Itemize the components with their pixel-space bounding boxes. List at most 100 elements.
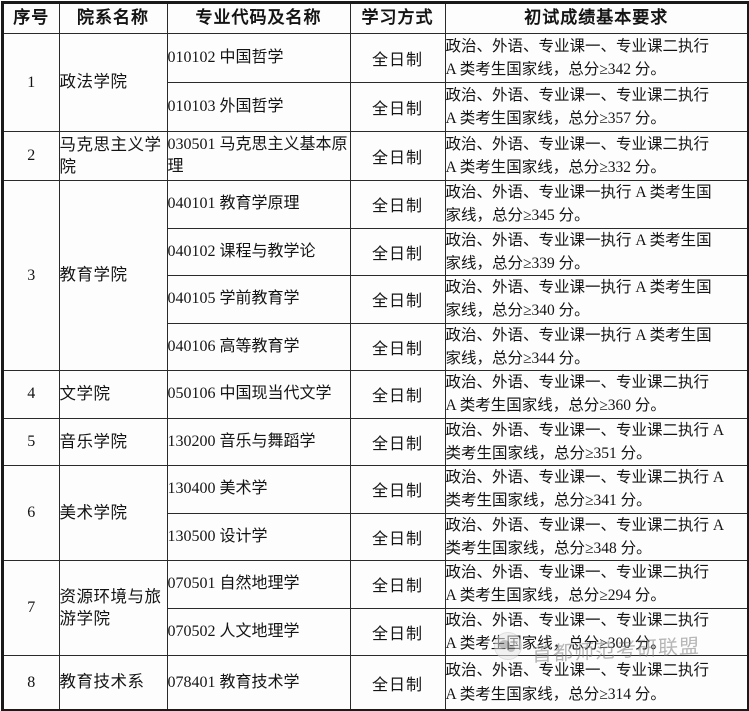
requirement-line: 政治、外语、专业课一、专业课二执行 A [445,421,725,439]
cell-mode: 全日制 [349,465,446,514]
column-header-dept: 院系名称 [58,2,168,34]
cell-major: 130400 美术学 [166,465,351,514]
cell-dept: 美术学院 [58,465,168,561]
table-row: 5 音乐学院 130200 音乐与舞蹈学 全日制 政治、外语、专业课一、专业课二… [2,417,749,466]
requirement-line: 政治、外语、专业课一执行 A 类考生国 [445,279,712,296]
requirement-line: A 类考生国家线，总分≥294 分。 [445,587,666,605]
column-header-req: 初试成绩基本要求 [444,2,749,34]
cell-mode: 全日制 [349,180,446,229]
cell-seq: 4 [2,370,60,419]
requirement-line: 政治、外语、专业课一执行 A 类考生国 [445,231,712,249]
cell-seq: 6 [2,465,60,561]
cell-requirement: 政治、外语、专业课一、专业课二执行 A 类考生国家线，总分≥300 分。 [444,607,749,656]
cell-major: 040101 教育学原理 [166,180,351,229]
cell-major: 040106 高等教育学 [166,322,351,371]
cell-mode: 全日制 [349,131,446,181]
cell-mode: 全日制 [349,512,446,561]
requirement-line: 家线，总分≥339 分。 [445,254,590,272]
table-row: 2 马克思主义学院 030501 马克思主义基本原理 全日制 政治、外语、专业课… [2,131,749,181]
cell-dept: 音乐学院 [58,417,168,466]
cell-mode: 全日制 [349,322,446,371]
requirement-line: 政治、外语、专业课一、专业课二执行 A [445,516,725,534]
cell-major: 040105 学前教育学 [166,275,351,324]
column-header-major: 专业代码及名称 [166,2,351,34]
cell-requirement: 政治、外语、专业课一、专业课二执行 A 类考生国家线，总分≥342 分。 [444,33,749,83]
requirement-line: A 类考生国家线，总分≥332 分。 [445,159,666,176]
requirement-line: 政治、外语、专业课一、专业课二执行 [445,86,710,104]
cell-requirement: 政治、外语、专业课一执行 A 类考生国 家线，总分≥344 分。 [444,322,749,371]
cell-mode: 全日制 [349,275,446,324]
cell-mode: 全日制 [349,607,446,656]
requirement-line: 家线，总分≥345 分。 [445,207,590,225]
cell-major: 050106 中国现当代文学 [166,370,351,419]
requirement-line: A 类考生国家线，总分≥300 分。 [445,634,666,652]
requirement-line: 政治、外语、专业课一、专业课二执行 [445,37,710,55]
cell-dept: 教育学院 [58,180,168,371]
cell-major: 010102 中国哲学 [166,33,351,83]
cell-major: 070502 人文地理学 [166,607,351,656]
table-header: 序号 院系名称 专业代码及名称 学习方式 初试成绩基本要求 [2,2,749,34]
cell-requirement: 政治、外语、专业课一、专业课二执行 A 类考生国家线，总分≥357 分。 [444,82,749,132]
cell-mode: 全日制 [349,82,446,132]
requirement-line: 政治、外语、专业课一、专业课二执行 [445,135,710,153]
table-row: 3 教育学院 040101 教育学原理 全日制 政治、外语、专业课一执行 A 类… [2,180,749,371]
header-row: 序号 院系名称 专业代码及名称 学习方式 初试成绩基本要求 [2,2,749,34]
table-row: 1 政法学院 010102 中国哲学 全日制 政治、外语、专业课一、专业课二执行… [2,33,749,132]
requirement-line: 家线，总分≥340 分。 [445,302,590,320]
requirement-line: A 类考生国家线，总分≥314 分。 [445,685,666,703]
table-row: 7 资源环境与旅游学院 070501 自然地理学 全日制 政治、外语、专业课一、… [2,560,749,656]
cell-seq: 3 [2,180,60,371]
cell-seq: 1 [2,33,60,132]
table-row: 040106 高等教育学 全日制 政治、外语、专业课一执行 A 类考生国 家线，… [3,322,749,371]
cell-major: 040102 课程与教学论 [166,227,351,276]
cell-mode: 全日制 [349,370,446,419]
table-row: 040105 学前教育学 全日制 政治、外语、专业课一执行 A 类考生国 家线，… [3,275,749,324]
cell-requirement: 政治、外语、专业课一、专业课二执行 A 类考生国家线，总分≥294 分。 [444,560,749,609]
column-header-seq: 序号 [2,2,60,34]
requirement-line: 类考生国家线，总分≥341 分。 [445,492,652,510]
cell-seq: 7 [2,560,60,656]
requirement-line: 政治、外语、专业课一、专业课二执行 [445,611,710,629]
table-row: 010103 外国哲学 全日制 政治、外语、专业课一、专业课二执行 A 类考生国… [3,82,749,132]
requirement-line: 类考生国家线，总分≥351 分。 [445,444,652,462]
requirement-line: A 类考生国家线，总分≥357 分。 [445,110,666,127]
requirement-line: 政治、外语、专业课一、专业课二执行 [445,662,710,680]
requirement-line: 政治、外语、专业课一、专业课二执行 [445,564,710,581]
cell-requirement: 政治、外语、专业课一、专业课二执行 A 类考生国家线，总分≥341 分。 [444,465,749,514]
cell-major: 070501 自然地理学 [166,560,351,609]
cell-dept: 马克思主义学院 [58,131,168,181]
cell-major: 130500 设计学 [166,512,351,561]
cell-dept: 资源环境与旅游学院 [58,560,168,656]
requirement-line: A 类考生国家线，总分≥360 分。 [445,397,666,415]
cell-requirement: 政治、外语、专业课一、专业课二执行 A 类考生国家线，总分≥360 分。 [444,370,749,419]
table-body: 1 政法学院 010102 中国哲学 全日制 政治、外语、专业课一、专业课二执行… [2,33,749,711]
cell-requirement: 政治、外语、专业课一、专业课二执行 A 类考生国家线，总分≥348 分。 [444,512,749,561]
cell-mode: 全日制 [349,417,446,466]
requirement-line: 政治、外语、专业课一执行 A 类考生国 [445,184,712,201]
cell-seq: 2 [2,131,60,181]
requirement-line: 类考生国家线，总分≥348 分。 [445,539,652,557]
cell-seq: 5 [2,417,60,466]
requirement-line: 政治、外语、专业课一、专业课二执行 A [445,469,725,486]
requirement-line: 家线，总分≥344 分。 [445,349,590,367]
cell-major: 010103 外国哲学 [166,82,351,132]
cell-requirement: 政治、外语、专业课一执行 A 类考生国 家线，总分≥339 分。 [444,227,749,276]
requirement-line: 政治、外语、专业课一、专业课二执行 [445,374,710,391]
cell-mode: 全日制 [349,560,446,609]
cell-requirement: 政治、外语、专业课一、专业课二执行 A 类考生国家线，总分≥351 分。 [444,417,749,466]
cell-requirement: 政治、外语、专业课一、专业课二执行 A 类考生国家线，总分≥332 分。 [444,131,749,181]
table-row: 130500 设计学 全日制 政治、外语、专业课一、专业课二执行 A 类考生国家… [3,512,749,561]
cell-major: 030501 马克思主义基本原理 [166,131,351,181]
cell-dept: 政法学院 [58,33,168,132]
cell-dept: 文学院 [58,370,168,419]
table-row: 4 文学院 050106 中国现当代文学 全日制 政治、外语、专业课一、专业课二… [2,370,749,419]
cell-major: 130200 音乐与舞蹈学 [166,417,351,466]
table-row: 6 美术学院 130400 美术学 全日制 政治、外语、专业课一、专业课二执行 … [2,465,749,561]
cell-requirement: 政治、外语、专业课一执行 A 类考生国 家线，总分≥340 分。 [444,275,749,324]
column-header-mode: 学习方式 [349,2,446,34]
cell-requirement: 政治、外语、专业课一执行 A 类考生国 家线，总分≥345 分。 [444,180,749,229]
requirement-line: 政治、外语、专业课一执行 A 类考生国 [445,326,712,344]
cell-mode: 全日制 [349,227,446,276]
